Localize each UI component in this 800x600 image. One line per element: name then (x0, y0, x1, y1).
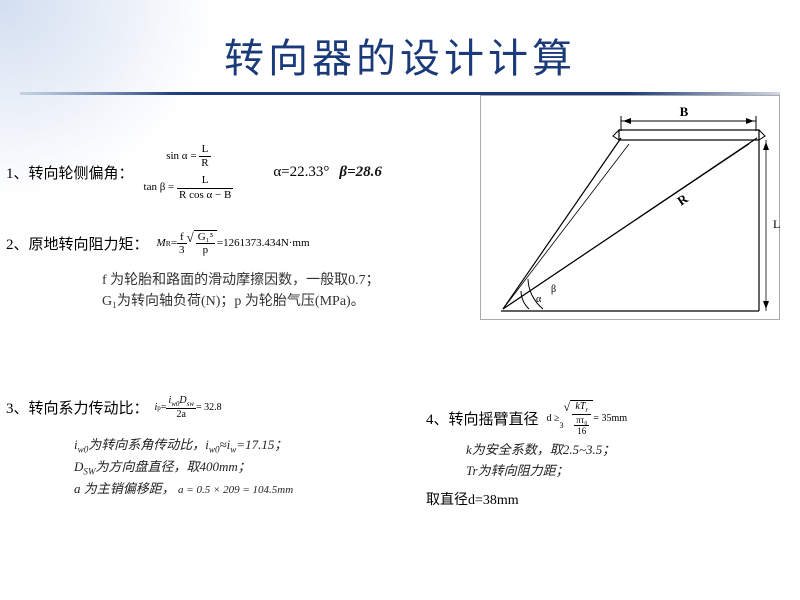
tan-num: L (177, 174, 233, 188)
item2-label: 2、原地转向阻力矩： (6, 233, 149, 254)
item3-result: = 32.8 (196, 402, 222, 413)
item2-result: =1261373.434N·mm (217, 237, 310, 249)
item4-final: 取直径d=38mm (426, 489, 519, 509)
item3-description: iw0为转向系角传动比，iw0≈iw=17.15； DSW为方向盘直径，取400… (74, 435, 293, 500)
item-2: 2、原地转向阻力矩： MR = f 3 √ G₁³ p =1261373.434… (6, 230, 310, 256)
svg-text:α: α (536, 294, 542, 305)
item4-den-den: 16 (574, 426, 589, 436)
item-4: 4、转向摇臂直径 d ≥ 3 √ kTr πτ₀ 16 (426, 400, 627, 436)
sin-num: L (199, 143, 210, 157)
item3-label: 3、转向系力传动比： (6, 397, 149, 418)
d-symbol: d ≥ (547, 413, 560, 424)
item4-result: = 35mm (593, 413, 627, 424)
root-index: 3 (560, 421, 564, 430)
item2-sqrt-num: G₁³ (196, 231, 215, 244)
item2-sqrt-den: p (196, 244, 215, 256)
item4-desc2: Tr为转向阻力距； (466, 461, 615, 482)
tan-beta-label: tan β = (144, 182, 175, 194)
item4-label: 4、转向摇臂直径 (426, 408, 539, 429)
item4-formula: d ≥ 3 √ kTr πτ₀ 16 (547, 400, 628, 436)
sqrt-icon: √ (187, 230, 194, 256)
item2-desc2: G₁为转向轴负荷(N)；p 为轮胎气压(MPa)。 (102, 291, 380, 312)
item3-formula: ip = iw0Dsw 2a = 32.8 (155, 395, 222, 420)
item4-desc1: k为安全系数，取2.5~3.5； (466, 440, 615, 461)
item-3: 3、转向系力传动比： ip = iw0Dsw 2a = 32.8 (6, 395, 222, 420)
alpha-value: α=22.33° (273, 164, 329, 181)
item2-frac-num: f (177, 231, 187, 244)
item3-den: 2a (166, 409, 196, 420)
sin-den: R (199, 157, 210, 170)
sin-alpha-label: sin α = (166, 150, 196, 162)
item2-description: f 为轮胎和路面的滑动摩擦因数，一般取0.7； G₁为转向轴负荷(N)；p 为轮… (102, 270, 380, 312)
item-1: 1、转向轮侧偏角： sin α = L R tan β = L R cos α … (6, 143, 382, 202)
content-area: 1、转向轮侧偏角： sin α = L R tan β = L R cos α … (0, 95, 800, 600)
item3-desc3-text: a 为主销偏移距， (74, 481, 175, 496)
item3-desc2: DSW为方向盘直径，取400mm； (74, 457, 293, 479)
item4-den-num: πτ₀ (574, 415, 589, 426)
diagram-label-B: B (680, 104, 689, 119)
tan-den: R cos α − B (177, 189, 233, 202)
mr-symbol: M (157, 237, 166, 249)
sqrt-icon-4: √ (564, 400, 571, 436)
beta-value: β=28.6 (339, 164, 381, 181)
svg-text:β: β (551, 284, 556, 295)
item3-desc3: a 为主销偏移距， a = 0.5 × 209 = 104.5mm (74, 479, 293, 500)
item3-desc1: iw0为转向系角传动比，iw0≈iw=17.15； (74, 435, 293, 457)
item2-desc1: f 为轮胎和路面的滑动摩擦因数，一般取0.7； (102, 270, 380, 291)
svg-text:L: L (773, 217, 780, 231)
diagram-label-R: R (674, 190, 691, 208)
item3-desc3-calc: a = 0.5 × 209 = 104.5mm (178, 484, 293, 496)
geometry-diagram: B α β R L (480, 95, 780, 320)
item1-formula: sin α = L R tan β = L R cos α − B (144, 143, 234, 202)
item4-description: k为安全系数，取2.5~3.5； Tr为转向阻力距； (466, 440, 615, 482)
item2-formula: MR = f 3 √ G₁³ p =1261373.434N·mm (157, 230, 310, 256)
item2-frac-den: 3 (177, 244, 187, 256)
item1-label: 1、转向轮侧偏角： (6, 162, 134, 183)
